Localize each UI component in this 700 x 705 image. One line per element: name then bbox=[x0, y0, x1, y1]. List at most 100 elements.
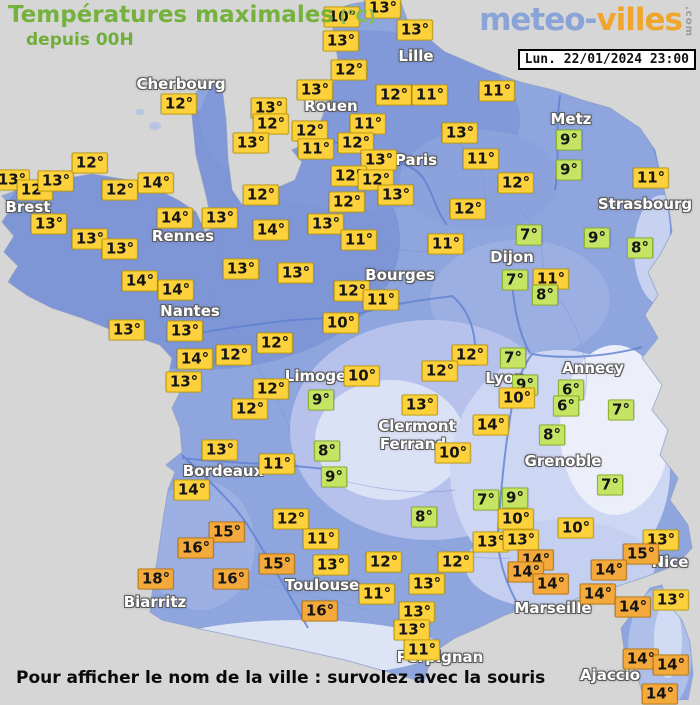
temp-badge[interactable]: 11° bbox=[258, 453, 296, 475]
temp-badge[interactable]: 15° bbox=[208, 521, 246, 543]
temp-badge[interactable]: 10° bbox=[322, 312, 360, 334]
temp-badge[interactable]: 12° bbox=[252, 378, 290, 400]
temp-badge[interactable]: 13° bbox=[201, 439, 239, 461]
temp-badge[interactable]: 8° bbox=[411, 506, 437, 528]
temp-badge[interactable]: 13° bbox=[108, 319, 146, 341]
temp-badge[interactable]: 13° bbox=[401, 394, 439, 416]
temp-badge[interactable]: 12° bbox=[256, 332, 294, 354]
temp-badge[interactable]: 10° bbox=[323, 6, 361, 28]
temp-badge[interactable]: 13° bbox=[360, 149, 398, 171]
temp-badge[interactable]: 13° bbox=[250, 97, 288, 119]
temp-badge[interactable]: 11° bbox=[462, 148, 500, 170]
temp-badge[interactable]: 14° bbox=[173, 479, 211, 501]
temp-badge[interactable]: 13° bbox=[441, 122, 479, 144]
temp-badge[interactable]: 13° bbox=[652, 589, 690, 611]
temp-badge[interactable]: 11° bbox=[302, 528, 340, 550]
temp-badge[interactable]: 18° bbox=[137, 568, 175, 590]
temp-badge[interactable]: 12° bbox=[449, 198, 487, 220]
temp-badge[interactable]: 12° bbox=[252, 113, 290, 135]
temp-badge[interactable]: 15° bbox=[258, 553, 296, 575]
temp-badge[interactable]: 13° bbox=[296, 79, 334, 101]
temp-badge[interactable]: 12° bbox=[375, 84, 413, 106]
temp-badge[interactable]: 13° bbox=[502, 529, 540, 551]
temp-badge[interactable]: 12° bbox=[71, 152, 109, 174]
temp-badge[interactable]: 11° bbox=[411, 84, 449, 106]
temp-badge[interactable]: 11° bbox=[427, 233, 465, 255]
temp-badge[interactable]: 14° bbox=[622, 648, 660, 670]
temp-badge[interactable]: 13° bbox=[30, 213, 68, 235]
temp-badge[interactable]: 11° bbox=[478, 80, 516, 102]
temp-badge[interactable]: 14° bbox=[641, 683, 679, 705]
temp-badge[interactable]: 12° bbox=[421, 360, 459, 382]
temp-badge[interactable]: 13° bbox=[232, 132, 270, 154]
temp-badge[interactable]: 14° bbox=[252, 219, 290, 241]
temp-badge[interactable]: 11° bbox=[362, 289, 400, 311]
temp-badge[interactable]: 16° bbox=[212, 568, 250, 590]
temp-badge[interactable]: 12° bbox=[160, 93, 198, 115]
temp-badge[interactable]: 12° bbox=[272, 508, 310, 530]
temp-badge[interactable]: 14° bbox=[532, 573, 570, 595]
temp-badge[interactable]: 13° bbox=[377, 184, 415, 206]
meteo-villes-logo[interactable]: meteo-villes .com bbox=[479, 2, 694, 38]
temp-badge[interactable]: 16° bbox=[301, 600, 339, 622]
temp-badge[interactable]: 9° bbox=[502, 487, 528, 509]
temp-badge[interactable]: 14° bbox=[176, 348, 214, 370]
temp-badge[interactable]: 12° bbox=[497, 172, 535, 194]
temp-badge[interactable]: 11° bbox=[403, 639, 441, 661]
temp-badge[interactable]: 13° bbox=[307, 213, 345, 235]
temp-badge[interactable]: 9° bbox=[556, 159, 582, 181]
temp-badge[interactable]: 13° bbox=[222, 258, 260, 280]
temp-badge[interactable]: 9° bbox=[584, 227, 610, 249]
temp-badge[interactable]: 14° bbox=[157, 279, 195, 301]
temp-badge[interactable]: 14° bbox=[472, 414, 510, 436]
temp-badge[interactable]: 12° bbox=[437, 551, 475, 573]
temp-badge[interactable]: 12° bbox=[291, 120, 329, 142]
temp-badge[interactable]: 9° bbox=[556, 129, 582, 151]
temp-badge[interactable]: 13° bbox=[37, 170, 75, 192]
temp-badge[interactable]: 7° bbox=[502, 269, 528, 291]
temp-badge[interactable]: 12° bbox=[337, 132, 375, 154]
temp-badge[interactable]: 12° bbox=[231, 398, 269, 420]
temp-badge[interactable]: 11° bbox=[340, 229, 378, 251]
temp-badge[interactable]: 13° bbox=[71, 228, 109, 250]
temp-badge[interactable]: 13° bbox=[398, 601, 436, 623]
temp-badge[interactable]: 10° bbox=[498, 387, 536, 409]
temp-badge[interactable]: 12° bbox=[451, 344, 489, 366]
temp-badge[interactable]: 13° bbox=[165, 371, 203, 393]
temp-badge[interactable]: 14° bbox=[156, 207, 194, 229]
temp-badge[interactable]: 7° bbox=[473, 489, 499, 511]
temp-badge[interactable]: 16° bbox=[177, 537, 215, 559]
temp-badge[interactable]: 11° bbox=[358, 583, 396, 605]
temp-badge[interactable]: 13° bbox=[277, 262, 315, 284]
temp-badge[interactable]: 11° bbox=[632, 167, 670, 189]
temp-badge[interactable]: 7° bbox=[500, 347, 526, 369]
temp-badge[interactable]: 14° bbox=[121, 270, 159, 292]
temp-badge[interactable]: 14° bbox=[137, 172, 175, 194]
temp-badge[interactable]: 13° bbox=[322, 30, 360, 52]
temp-badge[interactable]: 7° bbox=[597, 474, 623, 496]
temp-badge[interactable]: 14° bbox=[579, 583, 617, 605]
temp-badge[interactable]: 13° bbox=[393, 619, 431, 641]
temp-badge[interactable]: 8° bbox=[539, 424, 565, 446]
temp-badge[interactable]: 12° bbox=[101, 179, 139, 201]
temp-badge[interactable]: 14° bbox=[652, 654, 690, 676]
temp-badge[interactable]: 13° bbox=[364, 0, 402, 19]
temp-badge[interactable]: 12° bbox=[215, 344, 253, 366]
temp-badge[interactable]: 8° bbox=[532, 284, 558, 306]
temp-badge[interactable]: 14° bbox=[590, 559, 628, 581]
temp-badge[interactable]: 13° bbox=[408, 573, 446, 595]
temp-badge[interactable]: 12° bbox=[328, 191, 366, 213]
temp-badge[interactable]: 12° bbox=[242, 184, 280, 206]
temp-badge[interactable]: 14° bbox=[614, 596, 652, 618]
temp-badge[interactable]: 7° bbox=[608, 399, 634, 421]
temp-badge[interactable]: 8° bbox=[314, 440, 340, 462]
temp-badge[interactable]: 11° bbox=[297, 138, 335, 160]
temp-badge[interactable]: 13° bbox=[201, 207, 239, 229]
temp-badge[interactable]: 10° bbox=[557, 517, 595, 539]
temp-badge[interactable]: 12° bbox=[333, 280, 371, 302]
temp-badge[interactable]: 9° bbox=[321, 466, 347, 488]
temp-badge[interactable]: 8° bbox=[627, 237, 653, 259]
temp-badge[interactable]: 9° bbox=[308, 389, 334, 411]
temp-badge[interactable]: 10° bbox=[434, 442, 472, 464]
temp-badge[interactable]: 13° bbox=[312, 554, 350, 576]
